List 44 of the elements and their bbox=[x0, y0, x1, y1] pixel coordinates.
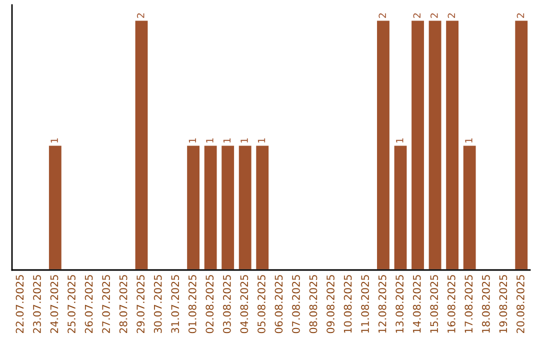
data-label: 2 bbox=[413, 13, 420, 18]
x-tick-label: 01.08.2025 bbox=[188, 275, 196, 334]
x-tick-label: 22.07.2025 bbox=[16, 275, 24, 334]
x-tick-label: 04.08.2025 bbox=[240, 275, 248, 334]
x-tick-label: 17.08.2025 bbox=[464, 275, 473, 333]
x-tick-label: 24.07.2025 bbox=[50, 275, 58, 334]
x-tick-label: 18.08.2025 bbox=[482, 275, 490, 333]
x-tick-label: 09.08.2025 bbox=[326, 275, 334, 334]
data-label: 2 bbox=[448, 13, 455, 18]
x-tick-label: 28.07.2025 bbox=[119, 275, 128, 334]
x-tick-label: 29.07.2025 bbox=[136, 275, 145, 334]
x-tick-label: 13.08.2025 bbox=[396, 275, 404, 333]
x-tick-label: 15.08.2025 bbox=[430, 275, 438, 333]
data-label: 2 bbox=[136, 13, 144, 18]
x-tick-label: 07.08.2025 bbox=[292, 275, 300, 334]
data-label: 1 bbox=[258, 138, 266, 143]
x-tick-label: 12.08.2025 bbox=[378, 275, 386, 333]
data-label: 2 bbox=[516, 13, 524, 18]
x-tick-label: 31.07.2025 bbox=[171, 275, 180, 334]
data-label: 1 bbox=[188, 138, 196, 143]
x-tick-label: 16.08.2025 bbox=[447, 275, 456, 333]
x-tick-label: 25.07.2025 bbox=[68, 275, 76, 334]
data-label: 1 bbox=[465, 138, 472, 143]
x-tick-label: 30.07.2025 bbox=[154, 275, 162, 334]
data-label: 1 bbox=[223, 138, 231, 143]
data-label: 1 bbox=[240, 138, 248, 143]
x-tick-label: 26.07.2025 bbox=[84, 275, 93, 334]
x-tick-label: 11.08.2025 bbox=[361, 275, 369, 333]
data-label: 1 bbox=[206, 138, 214, 143]
x-tick-label: 20.08.2025 bbox=[516, 275, 524, 334]
x-tick-label: 23.07.2025 bbox=[33, 275, 41, 334]
x-tick-label: 19.08.2025 bbox=[499, 275, 508, 333]
x-tick-label: 14.08.2025 bbox=[412, 275, 421, 333]
x-tick-label: 06.08.2025 bbox=[274, 275, 283, 334]
x-tick-label: 10.08.2025 bbox=[344, 275, 352, 333]
data-label: 2 bbox=[430, 13, 438, 18]
data-label: 2 bbox=[378, 13, 386, 18]
data-label: 1 bbox=[50, 138, 58, 143]
x-tick-label: 27.07.2025 bbox=[102, 275, 110, 334]
x-tick-label: 08.08.2025 bbox=[309, 275, 318, 334]
data-label: 1 bbox=[396, 138, 404, 143]
x-tick-label: 03.08.2025 bbox=[222, 275, 231, 334]
x-tick-label: 05.08.2025 bbox=[258, 275, 266, 334]
x-tick-label: 02.08.2025 bbox=[206, 275, 214, 334]
